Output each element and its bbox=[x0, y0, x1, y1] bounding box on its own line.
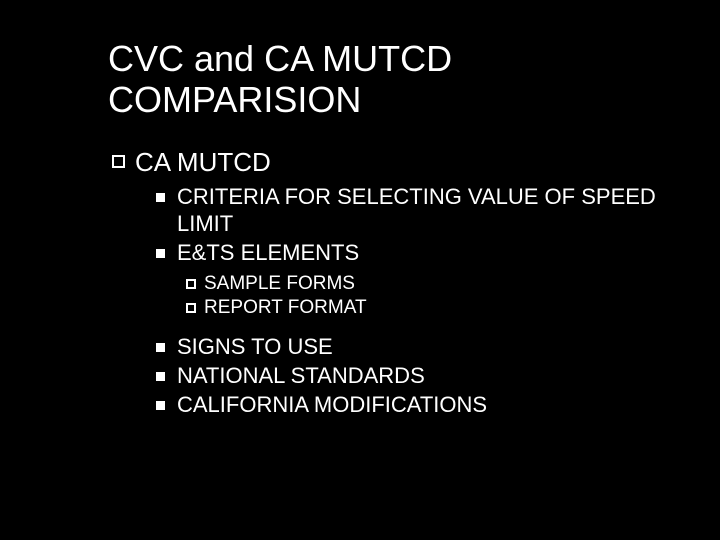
level2-item: CRITERIA FOR SELECTING VALUE OF SPEED LI… bbox=[156, 184, 660, 238]
level1-row: CA MUTCD bbox=[112, 147, 660, 178]
slide-title: CVC and CA MUTCD COMPARISION bbox=[108, 38, 660, 121]
level3-label: REPORT FORMAT bbox=[204, 296, 367, 320]
square-outline-icon bbox=[186, 279, 196, 289]
level2-label: NATIONAL STANDARDS bbox=[177, 363, 425, 390]
slide: CVC and CA MUTCD COMPARISION CA MUTCD CR… bbox=[0, 0, 720, 540]
square-filled-icon bbox=[156, 193, 165, 202]
level1-label: CA MUTCD bbox=[135, 147, 271, 178]
level2-label: E&TS ELEMENTS bbox=[177, 240, 359, 267]
level1-item: CA MUTCD CRITERIA FOR SELECTING VALUE OF… bbox=[108, 147, 660, 419]
square-filled-icon bbox=[156, 343, 165, 352]
square-filled-icon bbox=[156, 401, 165, 410]
square-filled-icon bbox=[156, 249, 165, 258]
level2-group-1: CRITERIA FOR SELECTING VALUE OF SPEED LI… bbox=[156, 184, 660, 418]
level3-group: SAMPLE FORMS REPORT FORMAT bbox=[186, 272, 660, 320]
level2-item: CALIFORNIA MODIFICATIONS bbox=[156, 392, 660, 419]
level2-item: NATIONAL STANDARDS bbox=[156, 363, 660, 390]
square-outline-icon bbox=[112, 155, 125, 168]
square-filled-icon bbox=[156, 372, 165, 381]
level3-item: REPORT FORMAT bbox=[186, 296, 660, 320]
square-outline-icon bbox=[186, 303, 196, 313]
level3-item: SAMPLE FORMS bbox=[186, 272, 660, 296]
level2-label: CALIFORNIA MODIFICATIONS bbox=[177, 392, 487, 419]
level2-item: SIGNS TO USE bbox=[156, 334, 660, 361]
level2-item: E&TS ELEMENTS bbox=[156, 240, 660, 267]
spacer bbox=[156, 326, 660, 334]
level2-label: SIGNS TO USE bbox=[177, 334, 333, 361]
level2-label: CRITERIA FOR SELECTING VALUE OF SPEED LI… bbox=[177, 184, 660, 238]
level3-label: SAMPLE FORMS bbox=[204, 272, 355, 296]
